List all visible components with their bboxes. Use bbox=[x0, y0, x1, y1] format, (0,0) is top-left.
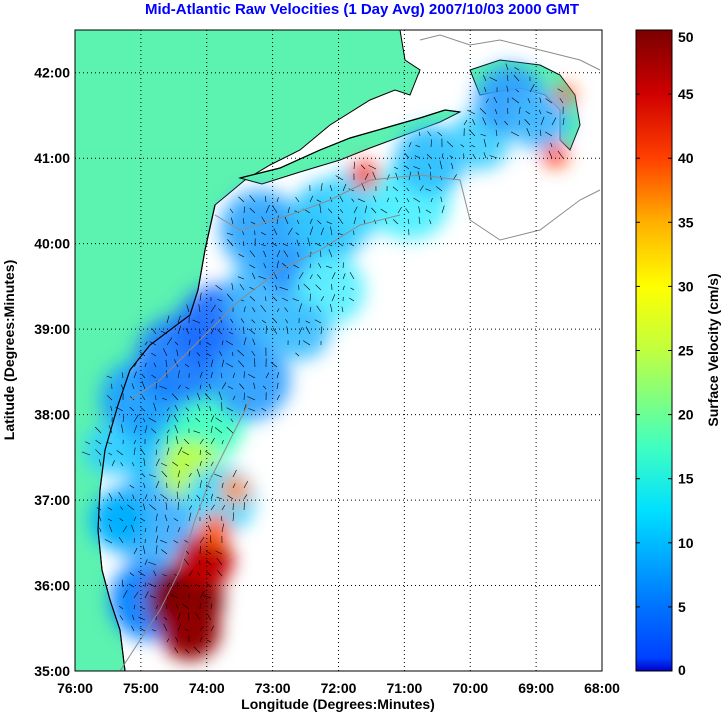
x-axis-label: Longitude (Degrees:Minutes) bbox=[241, 696, 435, 712]
lon-tick-label: 76:00 bbox=[57, 680, 93, 696]
map-title: Mid-Atlantic Raw Velocities (1 Day Avg) … bbox=[144, 1, 580, 18]
lon-tick-label: 72:00 bbox=[321, 680, 357, 696]
colorbar-tick-label: 25 bbox=[678, 343, 694, 359]
velocity-field bbox=[85, 65, 575, 660]
lat-tick-label: 38:00 bbox=[34, 407, 70, 423]
lat-tick-label: 40:00 bbox=[34, 236, 70, 252]
coastline-long-island bbox=[239, 109, 461, 179]
colorbar-tick-label: 20 bbox=[678, 407, 694, 423]
lat-tick-label: 42:00 bbox=[34, 65, 70, 81]
lon-tick-label: 71:00 bbox=[386, 680, 422, 696]
bathymetry-contour bbox=[214, 174, 601, 241]
plot-frame bbox=[74, 29, 603, 672]
colorbar-tick-label: 35 bbox=[678, 214, 694, 230]
bathymetry-contour bbox=[129, 214, 401, 401]
colorbar-tick-label: 45 bbox=[678, 86, 694, 102]
colorbar-tick-label: 50 bbox=[678, 29, 694, 45]
colorbar-label: Surface Velocity (cm/s) bbox=[705, 273, 721, 426]
coastline bbox=[97, 204, 216, 671]
current-vectors bbox=[81, 63, 565, 654]
colorbar-tick-label: 5 bbox=[678, 599, 686, 615]
colorbar-tick-label: 30 bbox=[678, 278, 694, 294]
lon-tick-label: 74:00 bbox=[189, 680, 225, 696]
lon-tick-label: 70:00 bbox=[452, 680, 488, 696]
colorbar-tick-label: 0 bbox=[678, 662, 686, 678]
lat-tick-label: 37:00 bbox=[34, 492, 70, 508]
y-axis-label: Latitude (Degrees:Minutes) bbox=[1, 260, 17, 440]
bathymetry-contour bbox=[419, 34, 601, 71]
lon-tick-label: 75:00 bbox=[123, 680, 159, 696]
colorbar-tick-label: 10 bbox=[678, 535, 694, 551]
colorbar-tick-label: 15 bbox=[678, 471, 694, 487]
lat-tick-label: 39:00 bbox=[34, 321, 70, 337]
lon-tick-label: 69:00 bbox=[518, 680, 554, 696]
colorbar bbox=[635, 29, 673, 672]
lat-tick-label: 36:00 bbox=[34, 578, 70, 594]
lon-tick-label: 68:00 bbox=[584, 680, 620, 696]
longitude-axis: 76:00 75:00 74:00 73:00 72:00 71:00 70:00 69:00… bbox=[57, 680, 620, 696]
lat-tick-label: 35:00 bbox=[34, 663, 70, 679]
colorbar-ticks: 0 5 10 15 20 25 30 35 40 45 50 bbox=[636, 29, 694, 678]
bathymetry-contour bbox=[119, 399, 251, 671]
latitude-axis: 35:00 36:00 37:00 38:00 39:00 40:00 41:00 42:00 bbox=[34, 65, 70, 679]
lon-tick-label: 73:00 bbox=[255, 680, 291, 696]
lat-tick-label: 41:00 bbox=[34, 150, 70, 166]
map-gridlines bbox=[75, 30, 602, 671]
colorbar-tick-label: 40 bbox=[678, 150, 694, 166]
